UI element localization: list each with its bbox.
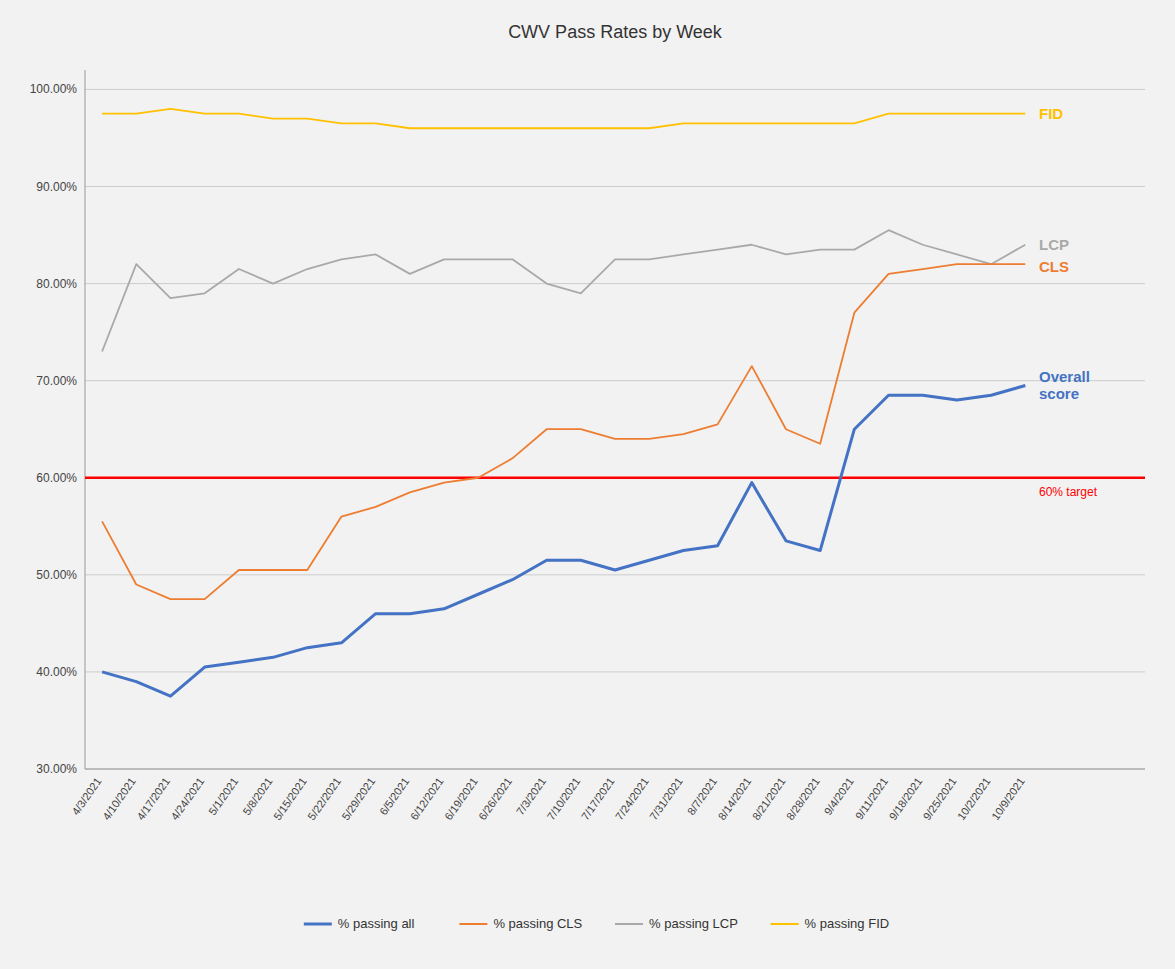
x-tick-label: 5/8/2021 <box>240 775 274 817</box>
y-tick-label: 100.00% <box>30 82 78 96</box>
series-label-line: LCP <box>1039 236 1069 253</box>
x-tick-label: 9/11/2021 <box>853 775 890 821</box>
x-tick-label: 4/3/2021 <box>69 775 103 817</box>
series-label: Overallscore <box>1039 368 1090 402</box>
series-label-line: Overall <box>1039 368 1090 385</box>
series-label: LCP <box>1039 236 1069 253</box>
legend-entry: % passing all <box>338 916 415 931</box>
y-axis-line <box>85 70 86 769</box>
x-tick-label: 4/24/2021 <box>168 775 206 822</box>
grid-line <box>85 769 1145 770</box>
x-tick-label: 8/28/2021 <box>784 775 822 822</box>
grid-line <box>85 89 1145 90</box>
x-tick-label: 10/2/2021 <box>955 775 993 822</box>
x-axis: 4/3/20214/10/20214/17/20214/24/20215/1/2… <box>69 775 1027 822</box>
y-tick-label: 70.00% <box>36 374 77 388</box>
series-line <box>102 386 1025 697</box>
x-tick-label: 5/29/2021 <box>339 775 377 822</box>
legend-swatch <box>615 923 643 925</box>
legend-swatch <box>771 923 799 925</box>
x-tick-label: 7/24/2021 <box>613 775 651 822</box>
x-tick-label: 7/17/2021 <box>579 775 617 822</box>
grid-line <box>85 671 1145 672</box>
series-line <box>102 264 1025 599</box>
grid-line <box>85 380 1145 381</box>
legend-swatch <box>459 923 487 925</box>
series-label-line: CLS <box>1039 258 1069 275</box>
plot-area <box>85 109 1145 696</box>
x-tick-label: 6/26/2021 <box>476 775 514 822</box>
series-line <box>102 109 1025 128</box>
y-tick-label: 60.00% <box>36 471 77 485</box>
x-tick-label: 4/17/2021 <box>134 775 172 822</box>
series-labels: Overallscore CLS LCP FID 60% target <box>1039 105 1098 499</box>
target-label: 60% target <box>1039 485 1098 499</box>
series-label-line: score <box>1039 385 1079 402</box>
title: CWV Pass Rates by Week <box>508 22 723 42</box>
series-line <box>102 230 1025 351</box>
x-tick-label: 8/21/2021 <box>750 775 788 822</box>
legend: % passing all % passing CLS % passing LCP%… <box>304 916 889 931</box>
legend-entry: % passing CLS <box>493 916 582 931</box>
grid-line <box>85 283 1145 284</box>
x-tick-label: 8/7/2021 <box>685 775 719 817</box>
target-line <box>85 477 1145 480</box>
series-label-line: FID <box>1039 105 1063 122</box>
x-axis-line <box>85 769 1145 770</box>
x-tick-label: 5/1/2021 <box>206 775 240 817</box>
legend-entry: % passing LCP <box>649 916 738 931</box>
chart: CWV Pass Rates by Week 30.00% 40.00% 50.00%… <box>0 0 1175 969</box>
x-tick-label: 9/4/2021 <box>822 775 856 817</box>
x-tick-label: 6/5/2021 <box>377 775 411 817</box>
x-tick-label: 6/19/2021 <box>442 775 480 822</box>
legend-swatch <box>304 923 332 926</box>
x-tick-label: 4/10/2021 <box>100 775 138 822</box>
grid-line <box>85 186 1145 187</box>
x-tick-label: 10/9/2021 <box>989 775 1027 822</box>
y-tick-label: 80.00% <box>36 277 77 291</box>
y-tick-label: 30.00% <box>36 762 77 776</box>
x-tick-label: 9/18/2021 <box>886 775 924 822</box>
y-axis: 30.00% 40.00% 50.00% 60.00% 70.00% 80.00% 90.0… <box>30 70 1145 776</box>
series-label: CLS <box>1039 258 1069 275</box>
x-tick-label: 5/15/2021 <box>271 775 309 822</box>
y-tick-label: 40.00% <box>36 665 77 679</box>
legend-entry: % passing FID <box>805 916 890 931</box>
x-tick-label: 5/22/2021 <box>305 775 343 822</box>
x-tick-label: 7/3/2021 <box>514 775 548 817</box>
background <box>0 0 1175 969</box>
x-tick-label: 9/25/2021 <box>921 775 959 822</box>
x-tick-label: 6/12/2021 <box>408 775 446 822</box>
y-tick-label: 50.00% <box>36 568 77 582</box>
series-label: FID <box>1039 105 1063 122</box>
grid-line <box>85 477 1145 478</box>
y-tick-label: 90.00% <box>36 180 77 194</box>
x-tick-label: 7/10/2021 <box>545 775 583 822</box>
grid-line <box>85 574 1145 575</box>
x-tick-label: 8/14/2021 <box>716 775 754 822</box>
x-tick-label: 7/31/2021 <box>647 775 685 822</box>
